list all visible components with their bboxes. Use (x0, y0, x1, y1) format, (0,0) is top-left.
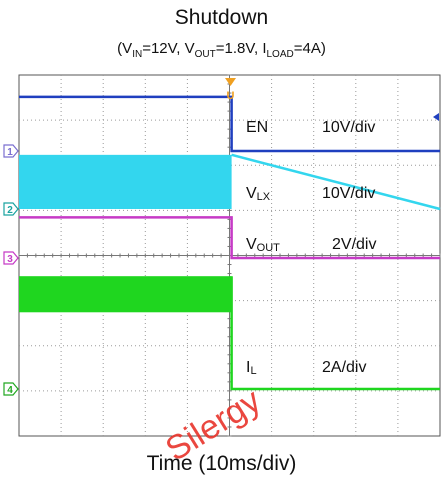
vin-symbol: V (122, 40, 133, 57)
vin-subscript: IN (132, 49, 143, 60)
trace-scale-vout: 2V/div (332, 236, 376, 253)
channel-2-marker-text: 2 (7, 205, 13, 216)
trace-label-symbol: I (246, 359, 250, 376)
trigger-marker-text: U (227, 90, 235, 102)
trace-label-il: IL (246, 359, 257, 377)
arrow-right-icon (433, 113, 439, 121)
channel-3-marker (3, 251, 19, 265)
trace-vout (19, 216, 440, 260)
iload-subscript: LOAD (266, 49, 294, 60)
trace-il-switching-band (19, 276, 232, 313)
x-axis-label: Time (10ms/div) (146, 452, 297, 475)
iload-value: =4A (293, 40, 321, 57)
trace-label-vout: VOUT (246, 236, 280, 254)
vout-value: =1.8V, (215, 40, 263, 57)
grid (18, 74, 441, 437)
trace-label-symbol: V (246, 185, 257, 202)
channel-4-marker-text: 4 (7, 385, 13, 396)
channel-1-marker-text: 1 (7, 147, 13, 158)
trace-il-after (230, 276, 440, 391)
channel-1-marker (3, 144, 19, 158)
trace-label-symbol: V (246, 236, 257, 253)
traces (19, 95, 441, 391)
vout-symbol: V (184, 40, 195, 57)
trace-en (19, 95, 440, 153)
trace-label-vlx: VLX (246, 185, 271, 203)
channel-3-marker-text: 3 (7, 254, 13, 265)
trace-label-en: EN (246, 119, 268, 136)
trace-label-subscript: OUT (257, 242, 281, 254)
trace-label-symbol: EN (246, 119, 268, 136)
trace-scale-il: 2A/div (322, 359, 366, 376)
iload-symbol: I (262, 40, 267, 57)
channel-2-marker (3, 202, 19, 216)
chart-subtitle: (VIN=12V, VOUT=1.8V, ILOAD=4A) (117, 40, 326, 60)
trace-label-subscript: L (250, 365, 256, 377)
trace-label-subscript: LX (257, 191, 271, 203)
trace-vlx-switching-band (19, 154, 232, 209)
vin-value: =12V, (142, 40, 185, 57)
channel-4-marker (3, 382, 19, 396)
trace-scale-vlx: 10V/div (322, 185, 375, 202)
trigger-marker: U (225, 78, 236, 102)
vout-subscript: OUT (194, 49, 216, 60)
trace-vlx-after (231, 153, 441, 211)
chart-title: Shutdown (174, 6, 269, 29)
trace-scale-en: 10V/div (322, 119, 375, 136)
channel-markers: 1 2 3 4 (3, 144, 19, 396)
